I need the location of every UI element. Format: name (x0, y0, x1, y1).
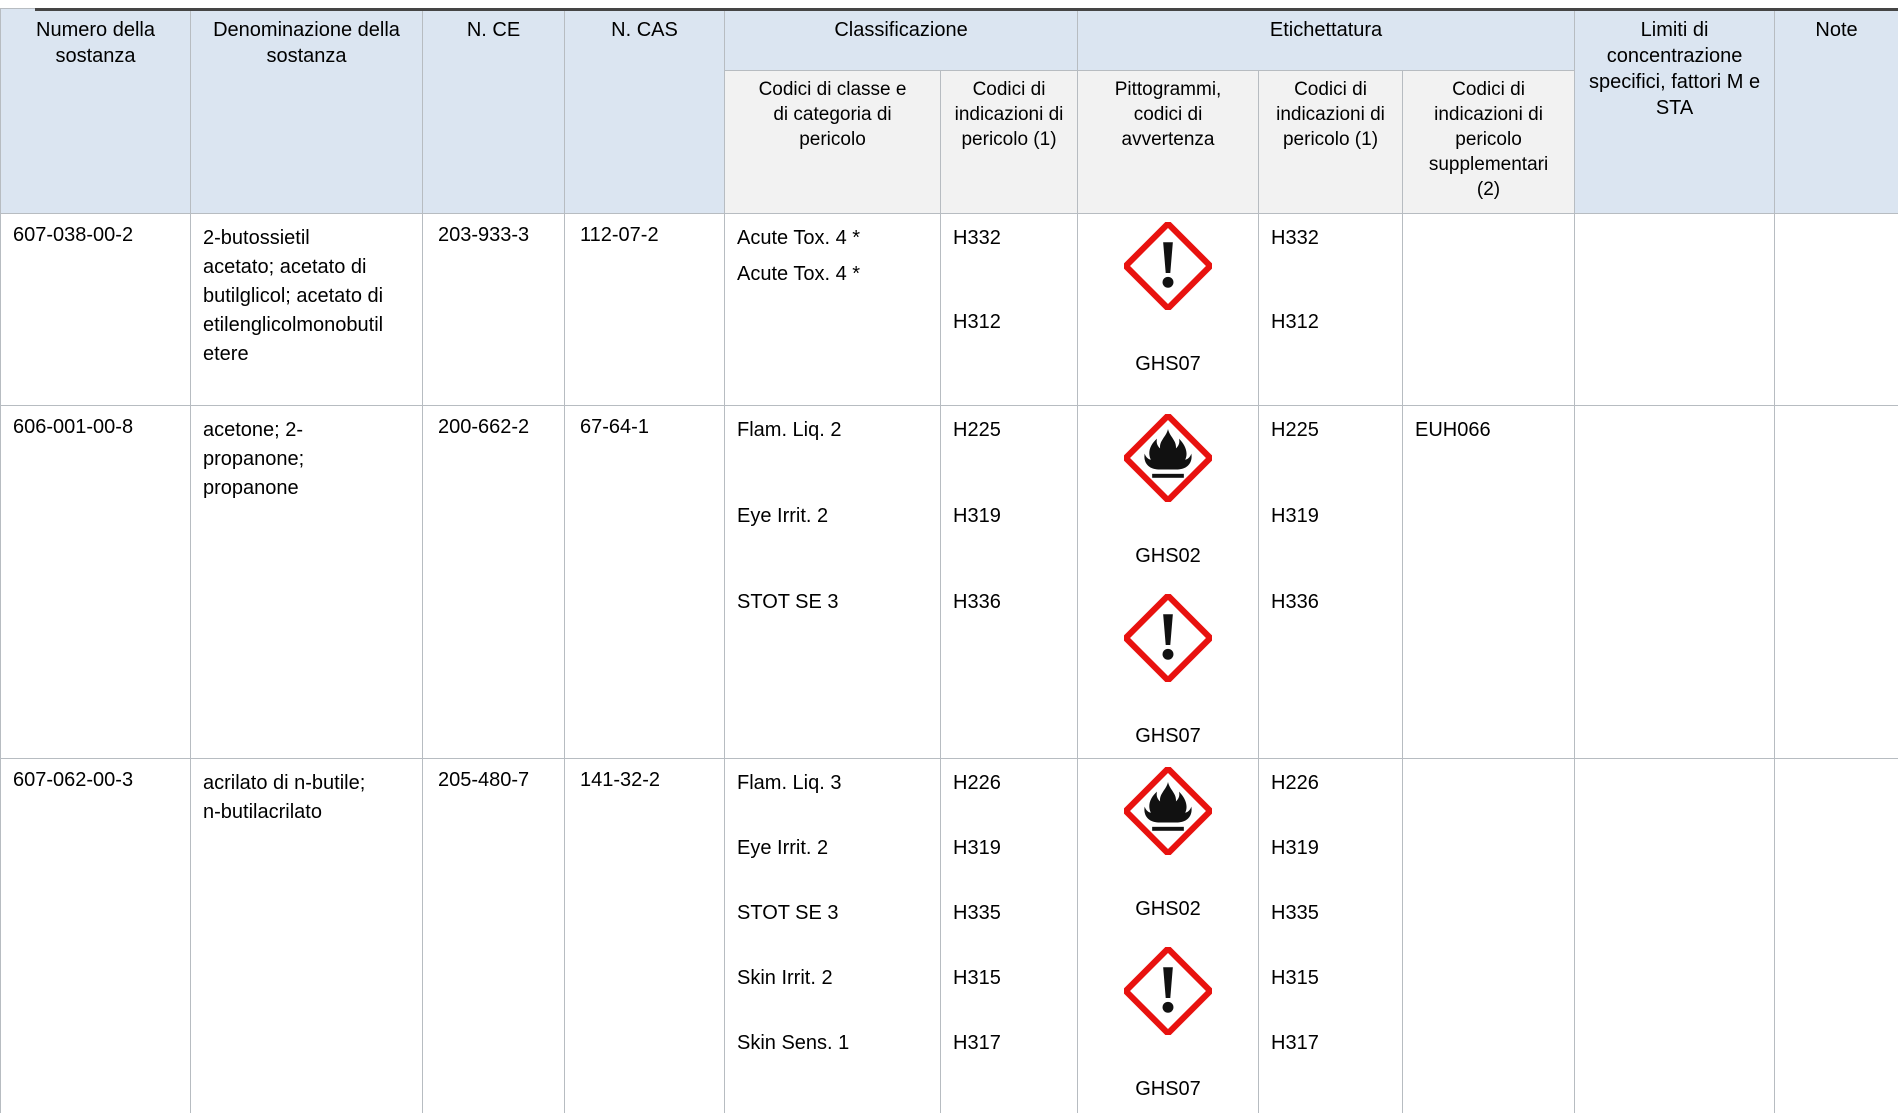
ghs02-pictogram: GHS02 (1084, 414, 1252, 570)
hazard-class: Flam. Liq. 3 (737, 772, 842, 794)
hazard-code: H225 (1271, 419, 1319, 441)
pictogram-code: GHS07 (1135, 353, 1201, 375)
ec-number-cell: 203-933-3 (422, 213, 565, 406)
pictograms-cell: GHS02 GHS07 (1077, 758, 1260, 1113)
hazard-class: Skin Irrit. 2 (737, 967, 833, 989)
flame-icon (1124, 414, 1213, 502)
hazard-class: STOT SE 3 (737, 902, 839, 924)
hazard-class: Acute Tox. 4 * (737, 263, 861, 285)
labelling-hazard-codes-cell: H226 H319 H335 H315 H317 (1258, 758, 1404, 1113)
concentration-limits-cell (1574, 758, 1776, 1113)
exclamation-mark-icon (1124, 594, 1213, 682)
substance-name-cell: acrilato di n-butile; n-butilacrilato (190, 758, 423, 1113)
table-row: 606-001-00-8 acetone; 2-propanone; propa… (0, 405, 1898, 759)
hazard-code: H226 (953, 772, 1001, 794)
concentration-limits-cell (1574, 405, 1776, 759)
hazard-code: H319 (953, 837, 1001, 859)
header-substance-name: Denominazione della sostanza (190, 8, 423, 214)
hazard-code: H312 (953, 311, 1001, 333)
hazard-code: H336 (953, 591, 1001, 613)
hazard-code: H312 (1271, 311, 1319, 333)
hazard-class: STOT SE 3 (737, 591, 839, 613)
classification-hazard-codes-cell: H226 H319 H335 H315 H317 (939, 758, 1079, 1113)
cas-number-cell: 112-07-2 (564, 213, 725, 406)
hazard-code: H336 (1271, 591, 1319, 613)
hazard-code: H225 (953, 419, 1001, 441)
clp-substance-table: Numero della sostanza Denominazione dell… (0, 8, 1898, 1113)
pictogram-code: GHS07 (1135, 725, 1201, 747)
pictogram-code: GHS07 (1135, 1078, 1201, 1100)
substance-number-cell: 607-038-00-2 (0, 213, 191, 406)
hazard-code: H317 (953, 1032, 1001, 1054)
pictograms-cell: GHS07 (1077, 213, 1260, 406)
hazard-class: Flam. Liq. 2 (737, 419, 842, 441)
labelling-hazard-codes-cell: H225 H319 H336 (1258, 405, 1404, 759)
hazard-code: H319 (1271, 837, 1319, 859)
exclamation-mark-icon (1124, 222, 1213, 310)
hazard-class: Eye Irrit. 2 (737, 837, 829, 859)
pictogram-code: GHS02 (1135, 898, 1201, 920)
hazard-code: H335 (953, 902, 1001, 924)
substance-name-cell: 2-butossietil acetato; acetato di butilg… (190, 213, 423, 406)
notes-cell (1774, 758, 1898, 1113)
labelling-hazard-codes-cell: H332 H312 (1258, 213, 1404, 406)
flame-icon (1124, 767, 1213, 855)
ghs07-pictogram: GHS07 (1084, 222, 1252, 378)
supplementary-hazard-codes-cell (1402, 213, 1576, 406)
substance-name-cell: acetone; 2-propanone; propanone (190, 405, 423, 759)
ghs07-pictogram: GHS07 (1084, 594, 1252, 750)
hazard-class: Skin Sens. 1 (737, 1032, 850, 1054)
classification-hazard-codes-cell: H332 H312 (939, 213, 1079, 406)
classification-classes-cell: Flam. Liq. 2 Eye Irrit. 2 STOT SE 3 (724, 405, 941, 759)
header-notes: Note (1774, 8, 1898, 214)
hazard-code: H226 (1271, 772, 1319, 794)
ec-number-cell: 205-480-7 (422, 758, 565, 1113)
ghs02-pictogram: GHS02 (1084, 767, 1252, 923)
notes-cell (1774, 213, 1898, 406)
header-pictograms-signal-words: Pittogrammi, codici di avvertenza (1077, 70, 1260, 214)
hazard-code: H319 (1271, 505, 1319, 527)
substance-number-cell: 606-001-00-8 (0, 405, 191, 759)
header-supplementary-hazard-codes: Codici di indicazioni di pericolo supple… (1402, 70, 1576, 214)
cas-number-cell: 141-32-2 (564, 758, 725, 1113)
header-hazard-codes-classification: Codici di indicazioni di pericolo (1) (939, 70, 1079, 214)
supplementary-hazard-codes-cell: EUH066 (1402, 405, 1576, 759)
header-cas-number: N. CAS (564, 8, 725, 214)
header-hazard-codes-labelling: Codici di indicazioni di pericolo (1) (1258, 70, 1404, 214)
header-ec-number: N. CE (422, 8, 565, 214)
classification-classes-cell: Flam. Liq. 3 Eye Irrit. 2 STOT SE 3 Skin Ir… (724, 758, 941, 1113)
hazard-code: H332 (953, 227, 1001, 249)
cas-number-cell: 67-64-1 (564, 405, 725, 759)
hazard-code: H315 (1271, 967, 1319, 989)
header-class-category-codes: Codici di classe e di categoria di peric… (724, 70, 941, 214)
ec-number-cell: 200-662-2 (422, 405, 565, 759)
notes-cell (1774, 405, 1898, 759)
header-substance-number: Numero della sostanza (0, 8, 191, 214)
supplementary-code: EUH066 (1415, 419, 1491, 441)
exclamation-mark-icon (1124, 947, 1213, 1035)
hazard-code: H332 (1271, 227, 1319, 249)
hazard-code: H335 (1271, 902, 1319, 924)
table-row: 607-062-00-3 acrilato di n-butile; n-but… (0, 758, 1898, 1113)
page-top-divider (35, 8, 1898, 11)
hazard-code: H315 (953, 967, 1001, 989)
clp-annex-table-page: Numero della sostanza Denominazione dell… (0, 8, 1898, 1113)
pictograms-cell: GHS02 GHS07 (1077, 405, 1260, 759)
hazard-code: H319 (953, 505, 1001, 527)
header-labelling-group: Etichettatura (1077, 8, 1576, 71)
table-header: Numero della sostanza Denominazione dell… (0, 8, 1898, 214)
substance-number-cell: 607-062-00-3 (0, 758, 191, 1113)
header-concentration-limits: Limiti di concentrazione specifici, fatt… (1574, 8, 1776, 214)
hazard-class: Acute Tox. 4 * (737, 227, 861, 249)
classification-hazard-codes-cell: H225 H319 H336 (939, 405, 1079, 759)
ghs07-pictogram: GHS07 (1084, 947, 1252, 1103)
hazard-class: Eye Irrit. 2 (737, 505, 829, 527)
classification-classes-cell: Acute Tox. 4 * Acute Tox. 4 * (724, 213, 941, 406)
header-classification-group: Classificazione (723, 8, 1079, 71)
table-row: 607-038-00-2 2-butossietil acetato; acet… (0, 213, 1898, 406)
hazard-code: H317 (1271, 1032, 1319, 1054)
concentration-limits-cell (1574, 213, 1776, 406)
supplementary-hazard-codes-cell (1402, 758, 1576, 1113)
pictogram-code: GHS02 (1135, 545, 1201, 567)
